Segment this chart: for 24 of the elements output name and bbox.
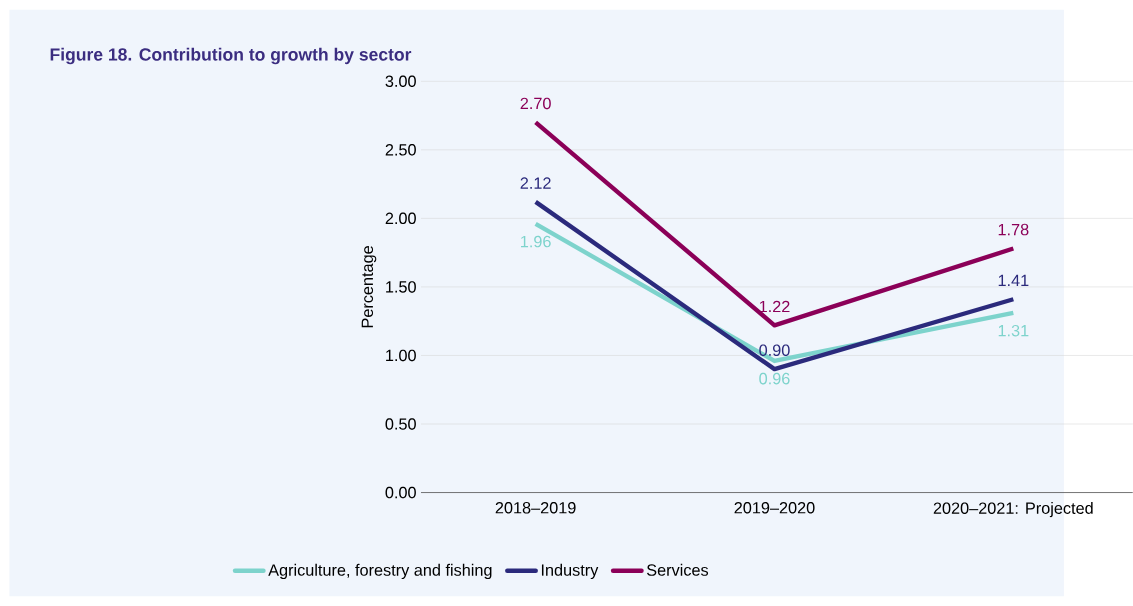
- legend-label: Services: [646, 564, 709, 576]
- data-label: 2.12: [520, 177, 551, 189]
- data-label: 0.90: [759, 344, 790, 357]
- y-tick-label: 1.50: [386, 281, 416, 293]
- x-tick-label: 2020–2021: Projected: [933, 502, 1093, 518]
- data-label: 1.22: [759, 300, 790, 313]
- data-label: 2.70: [520, 97, 551, 110]
- legend-label: Agriculture, forestry and fishing: [268, 564, 492, 580]
- text: Figure 18. Contribution to growth by sector: [50, 47, 412, 65]
- y-tick-label: 0.00: [385, 486, 416, 499]
- y-tick-label: 3.00: [385, 75, 416, 88]
- legend-label: Industry: [541, 564, 599, 580]
- y-tick-label: 2.50: [385, 144, 416, 156]
- x-tick-label: 2019–2020: [734, 502, 815, 514]
- y-tick-label: 1.00: [386, 349, 416, 362]
- x-tick-label: 2018–2019: [495, 502, 576, 514]
- y-tick-label: 0.50: [385, 418, 416, 430]
- data-label: 1.78: [998, 223, 1029, 236]
- data-label: 1.31: [998, 325, 1029, 337]
- y-tick-label: 2.00: [385, 212, 416, 225]
- y-axis-title: Percentage: [361, 246, 377, 328]
- data-label: 0.96: [759, 373, 790, 385]
- data-label: 1.96: [521, 235, 551, 248]
- data-label: 1.41: [998, 275, 1029, 287]
